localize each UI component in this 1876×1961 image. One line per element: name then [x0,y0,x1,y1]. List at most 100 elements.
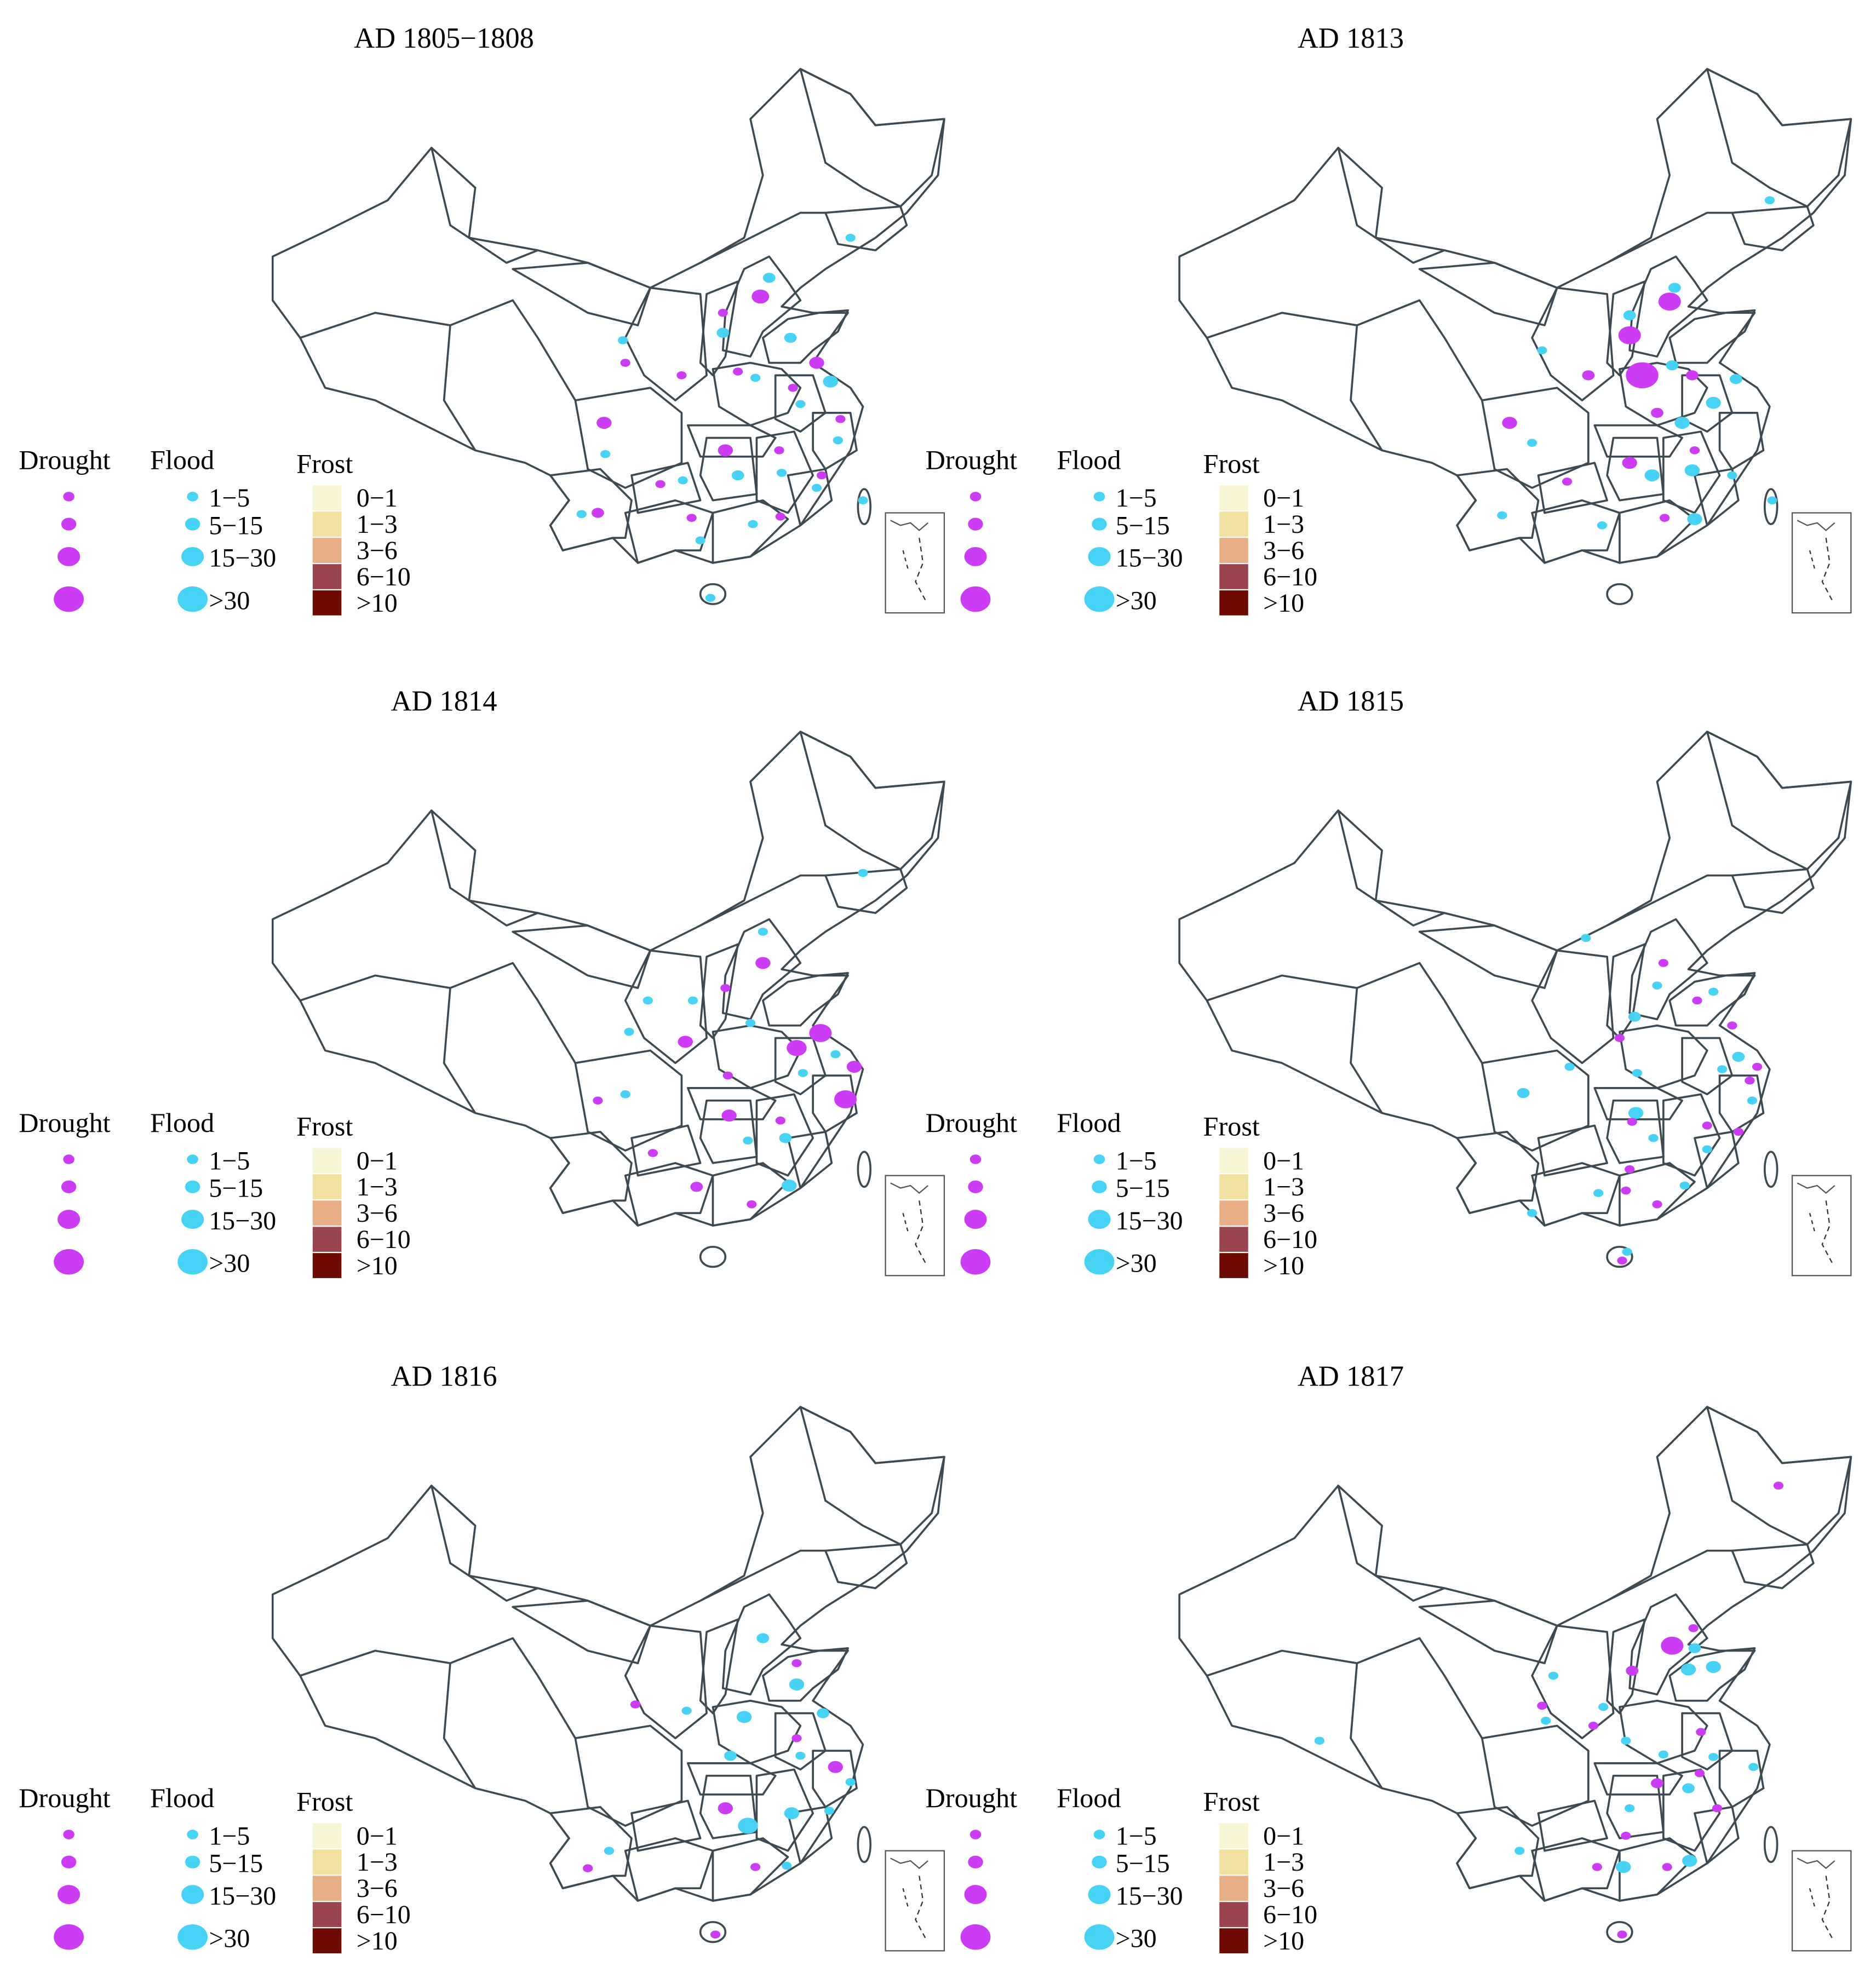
drought-marker [592,508,604,518]
island-hainan [699,1246,727,1268]
province-border [430,1485,538,1602]
flood-marker [1682,1783,1695,1793]
flood-marker [642,996,653,1005]
legend-drought-marker [58,547,81,566]
province [630,462,702,514]
drought-marker [788,383,798,392]
panel-title: AD 1817 [1298,1360,1404,1392]
legend-flood-class: 1−5 [209,1821,250,1850]
map-panel: AD 1817 Drought Flood Frost 1−55−15 15−30 >30 0… [926,1360,1852,1956]
province [812,412,858,470]
legend-flood-class: 15−30 [209,1206,276,1235]
province [1481,387,1590,489]
drought-marker [1685,370,1699,381]
flood-marker [830,1050,841,1059]
island-taiwan [1763,488,1779,525]
province [1731,868,1815,915]
legend-frost-title: Frost [296,1111,353,1142]
legend-drought-marker [964,1885,987,1905]
china-map [271,731,945,1268]
province [762,1647,849,1702]
legend-frost-swatch [312,538,342,563]
province [799,731,945,871]
legend-flood-class: >30 [1116,1924,1157,1953]
legend-frost-swatch [1219,1876,1248,1901]
flood-marker [1628,1011,1641,1022]
province [630,1799,702,1852]
province [1619,1024,1708,1089]
drought-marker [747,1200,757,1209]
legend-drought-title: Drought [926,445,1017,475]
province [1628,1593,1708,1696]
legend-frost-swatch [312,1823,342,1849]
legend-frost-title: Frost [296,448,353,479]
drought-marker [834,1090,857,1108]
legend-frost-class: 6−10 [1263,1900,1317,1929]
province [1694,1130,1740,1189]
province [762,309,849,364]
drought-marker [1502,417,1517,429]
flood-marker [1658,1750,1668,1759]
legend-frost-title: Frost [1203,1786,1260,1817]
legend-frost-class: 6−10 [1263,1225,1317,1254]
drought-marker [630,1700,641,1709]
drought-marker [710,1930,721,1939]
drought-marker [1712,1804,1723,1813]
flood-marker [858,496,868,505]
province [1531,1837,1621,1902]
province [549,1805,633,1890]
province [574,387,683,489]
flood-marker [756,1633,770,1643]
province [630,1124,702,1177]
legend-frost-swatch [1219,1902,1248,1927]
flood-marker [624,1027,634,1036]
province-border [699,874,825,927]
province [1706,1406,1852,1546]
province [1619,1162,1696,1227]
flood-marker [798,1069,808,1077]
legend-flood-class: 1−5 [209,484,250,513]
flood-marker [1616,1861,1631,1873]
legend-frost-class: 6−10 [1263,562,1317,591]
drought-marker [718,1802,733,1815]
province [1418,924,1558,990]
drought-marker [791,1734,802,1743]
province [824,1543,908,1590]
island-hainan [1606,1921,1633,1943]
south-china-sea-inset [885,512,945,614]
province-border [1206,299,1483,401]
province [1606,1099,1665,1164]
legend-flood-marker [1084,1924,1115,1950]
legend-flood-marker [177,1249,208,1275]
flood-marker [1622,1247,1632,1256]
panel-title: AD 1814 [391,685,497,717]
drought-marker [1689,446,1700,455]
drought-marker [593,1096,603,1105]
flood-marker [789,1678,805,1690]
drought-marker [774,446,784,455]
legend-flood-marker [1084,586,1115,612]
island-hainan [1606,583,1633,606]
legend-flood-class: 15−30 [1116,1882,1183,1911]
south-china-sea-inset [885,1850,945,1952]
legend-drought-title: Drought [19,1107,110,1138]
south-china-sea-inset [885,1175,945,1276]
province [1531,949,1615,1065]
province [1662,1093,1721,1177]
province [799,68,945,208]
legend-frost-swatch [1219,538,1248,563]
province [549,1130,633,1215]
province [1537,462,1608,514]
drought-marker [775,1116,785,1125]
province [712,361,802,427]
province-border [300,962,576,1064]
legend-drought-marker [969,1830,982,1839]
legend-drought-marker [63,1830,74,1839]
flood-marker [1598,1703,1609,1711]
map-panel: AD 1815 Drought Flood Frost 1−55−15 15−30 >30 0… [926,685,1852,1280]
legend-drought-marker [54,586,84,612]
drought-marker [596,417,612,429]
legend-flood-marker [1093,1154,1105,1164]
province [755,1093,814,1177]
